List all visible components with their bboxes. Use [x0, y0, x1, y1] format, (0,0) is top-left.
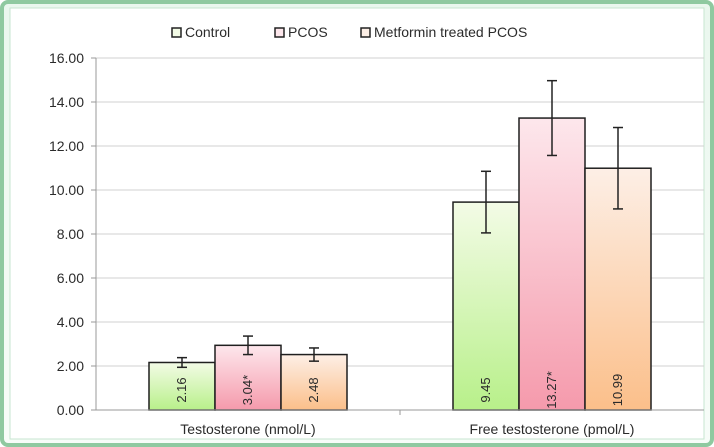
- data-label: 2.48: [306, 377, 321, 402]
- data-label: 2.16: [174, 377, 189, 402]
- y-tick-label: 14.00: [49, 94, 84, 110]
- error-bars: [177, 79, 623, 369]
- legend: Control PCOS Metformin treated PCOS: [171, 24, 527, 40]
- bar: [452, 201, 520, 411]
- y-tick-label: 6.00: [57, 270, 84, 286]
- y-tick-label: 10.00: [49, 182, 84, 198]
- legend-label-control: Control: [185, 24, 230, 40]
- y-axis-ticks: 0.00 2.00 4.00 6.00 8.00 10.00 12.00 14.00 16.00: [49, 50, 96, 418]
- y-tick-label: 16.00: [49, 50, 84, 66]
- y-tick-label: 12.00: [49, 138, 84, 154]
- bar: [518, 117, 586, 411]
- data-label: 13.27*: [544, 371, 559, 409]
- legend-label-pcos: PCOS: [288, 24, 328, 40]
- x-axis-categories: Testosterone (nmol/L) Free testosterone (…: [180, 421, 634, 437]
- x-category-label: Testosterone (nmol/L): [180, 421, 315, 437]
- y-tick-label: 8.00: [57, 226, 84, 242]
- axes: [95, 58, 704, 415]
- legend-swatch-pcos: [274, 27, 285, 38]
- legend-swatch-control: [171, 27, 182, 38]
- data-labels: 2.16 3.04* 2.48 9.45 13.27* 10.99: [174, 371, 625, 409]
- data-label: 9.45: [478, 377, 493, 402]
- y-tick-label: 4.00: [57, 314, 84, 330]
- y-tick-label: 0.00: [57, 402, 84, 418]
- x-category-label: Free testosterone (pmol/L): [470, 421, 635, 437]
- data-label: 10.99: [610, 374, 625, 407]
- data-label: 3.04*: [240, 375, 255, 405]
- y-tick-label: 2.00: [57, 358, 84, 374]
- legend-label-metformin: Metformin treated PCOS: [374, 24, 527, 40]
- bar: [280, 353, 348, 411]
- legend-swatch-metformin: [360, 27, 371, 38]
